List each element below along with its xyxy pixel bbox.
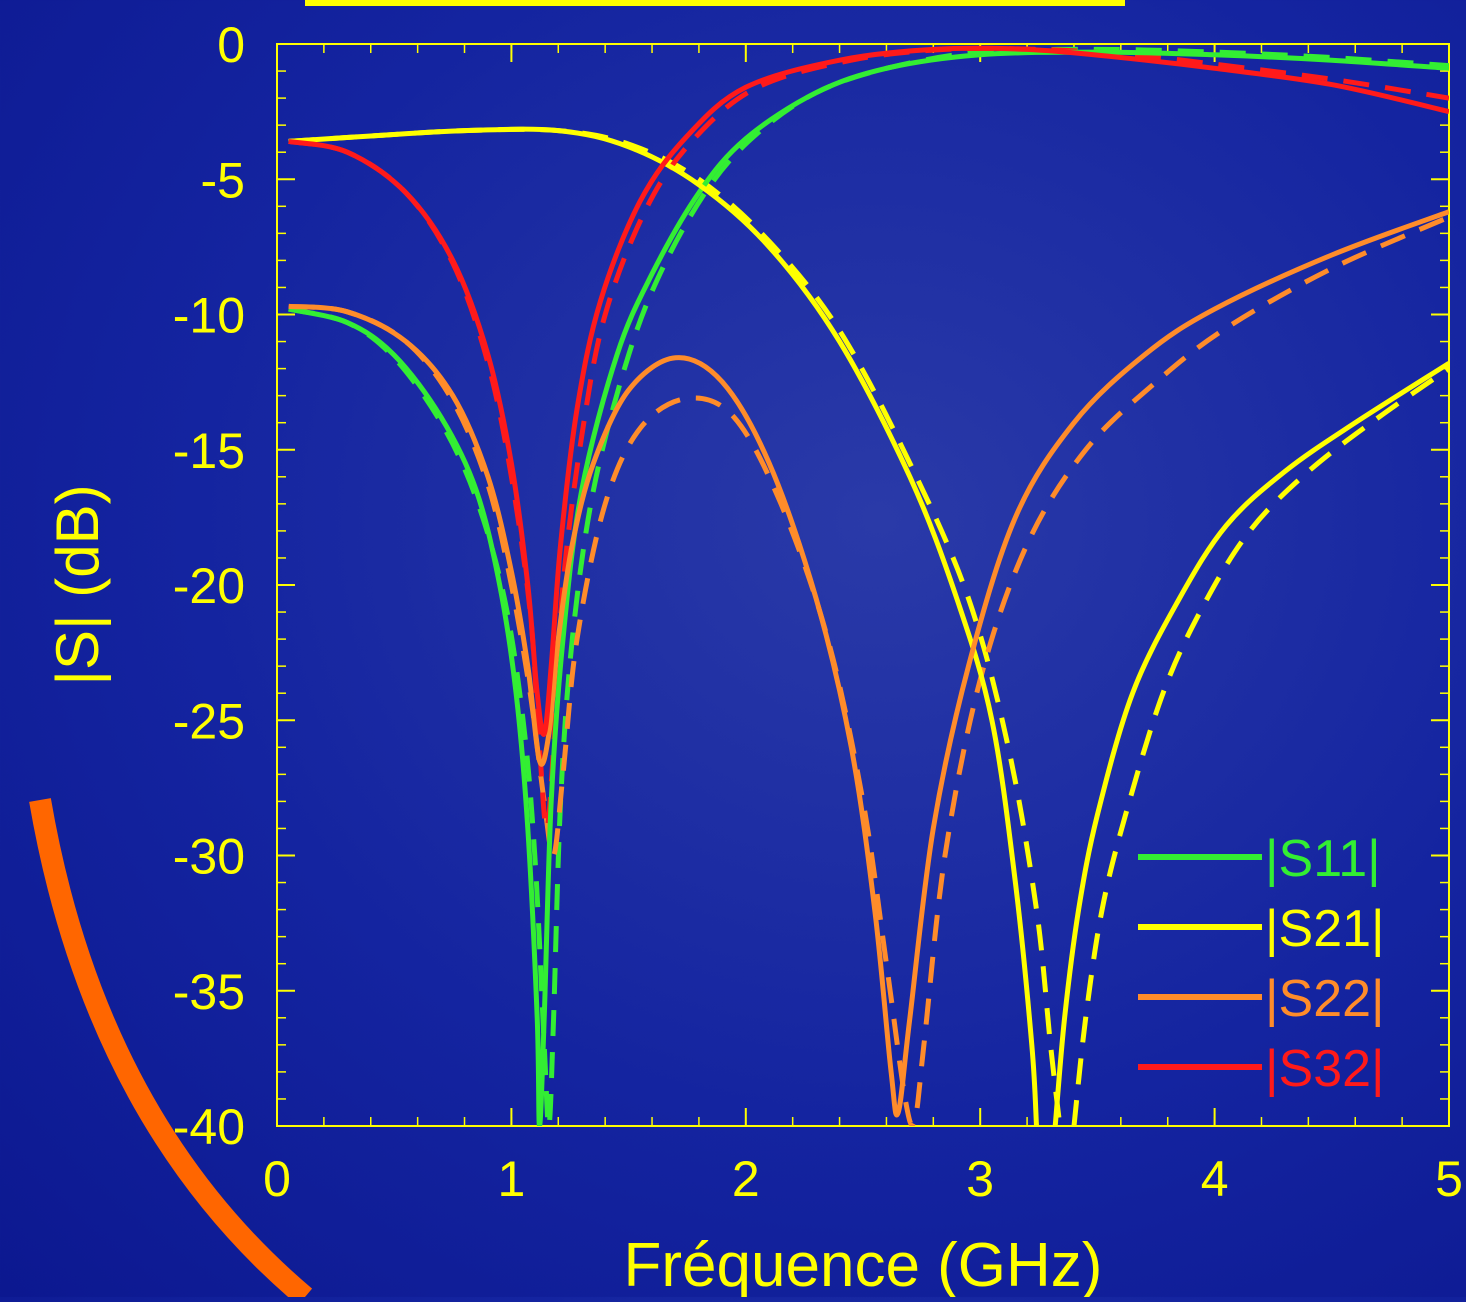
series-line-s32-solid	[288, 45, 1449, 737]
decorative-arc	[29, 798, 313, 1302]
x-tick-label: 5	[1435, 1151, 1463, 1207]
series-line-s21-dashed	[1071, 366, 1449, 1126]
series-line-s21-solid	[1052, 361, 1449, 1126]
y-tick-label: -15	[173, 423, 245, 479]
y-tick-label: -20	[173, 558, 245, 614]
x-tick-label: 1	[497, 1151, 525, 1207]
x-tick-label: 0	[263, 1151, 291, 1207]
axes: 0 1 2 3 4 5 0 -5 -10 -15 -20 -25 -30 -35 -40	[173, 17, 1463, 1207]
y-tick-label: -10	[173, 288, 245, 344]
y-axis-label: |S| (dB)	[44, 484, 111, 685]
y-tick-label: -35	[173, 964, 245, 1020]
legend-label-s32: |S32|	[1265, 1040, 1385, 1098]
legend-label-s22: |S22|	[1265, 970, 1385, 1028]
x-tick-label: 3	[966, 1151, 994, 1207]
legend-label-s11: |S11|	[1265, 830, 1381, 888]
series-line-s11-solid	[288, 49, 1449, 1126]
x-axis-label: Fréquence (GHz)	[624, 1231, 1103, 1297]
x-tick-label: 4	[1201, 1151, 1229, 1207]
series-line-s11-dashed	[288, 46, 1449, 1126]
y-tick-label: 0	[217, 17, 245, 73]
y-tick-label: -5	[201, 152, 245, 208]
series-line-s32-dashed	[288, 45, 1449, 831]
y-tick-label: -25	[173, 693, 245, 749]
y-tick-label: -40	[173, 1099, 245, 1155]
x-tick-label: 2	[732, 1151, 760, 1207]
series-group	[288, 45, 1449, 1126]
legend-label-s21: |S21|	[1265, 900, 1385, 958]
series-line-s21-dashed	[288, 126, 1063, 1126]
plot-frame	[276, 43, 1450, 1127]
legend: |S11| |S21| |S22| |S32|	[1138, 830, 1385, 1098]
y-tick-label: -30	[173, 829, 245, 885]
series-line-s22-solid	[288, 209, 1449, 1118]
series-line-s21-solid	[288, 126, 1039, 1126]
